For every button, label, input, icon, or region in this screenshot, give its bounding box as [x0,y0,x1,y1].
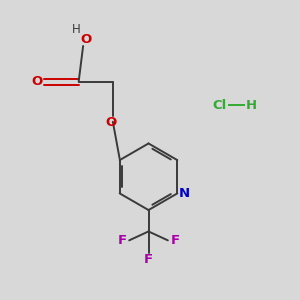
Text: H: H [245,99,256,112]
Text: O: O [32,75,43,88]
Text: F: F [118,234,127,247]
Text: H: H [72,23,81,36]
Text: Cl: Cl [213,99,227,112]
Text: N: N [178,187,189,200]
Text: F: F [144,254,153,266]
Text: O: O [106,116,117,129]
Text: O: O [80,33,91,46]
Text: F: F [170,234,179,247]
